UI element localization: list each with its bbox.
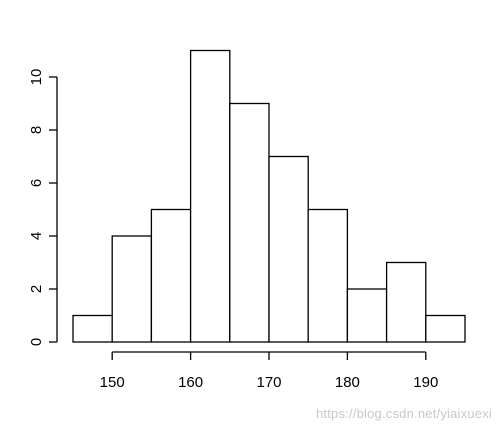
- histogram-bar: [229, 102, 270, 343]
- x-tick-label: 160: [178, 374, 203, 391]
- y-tick-label: 8: [28, 126, 45, 134]
- x-tick-label: 180: [335, 374, 360, 391]
- y-axis: 0 2 4 6 8 10: [28, 69, 58, 346]
- bars-group: [72, 49, 466, 343]
- y-tick-label: 0: [28, 338, 45, 346]
- histogram-bar: [111, 235, 153, 343]
- histogram-bar: [150, 208, 192, 343]
- y-tick-label: 10: [28, 69, 45, 86]
- histogram-bar: [425, 314, 466, 343]
- x-tick-label: 170: [256, 374, 281, 391]
- x-tick-label: 190: [413, 374, 438, 391]
- watermark-text: https://blog.csdn.net/yiaixuexi: [315, 406, 492, 421]
- y-tick-label: 2: [28, 285, 45, 293]
- y-tick-label: 6: [28, 179, 45, 187]
- x-tick-label: 150: [100, 374, 125, 391]
- x-axis: 150 160 170 180 190: [100, 351, 438, 391]
- histogram-bar: [385, 261, 427, 343]
- y-tick-label: 4: [28, 232, 45, 240]
- histogram-bar: [268, 155, 309, 343]
- histogram-bar: [72, 314, 113, 343]
- histogram-bar: [189, 49, 231, 343]
- histogram-bar: [346, 288, 388, 343]
- histogram-bar: [307, 208, 349, 343]
